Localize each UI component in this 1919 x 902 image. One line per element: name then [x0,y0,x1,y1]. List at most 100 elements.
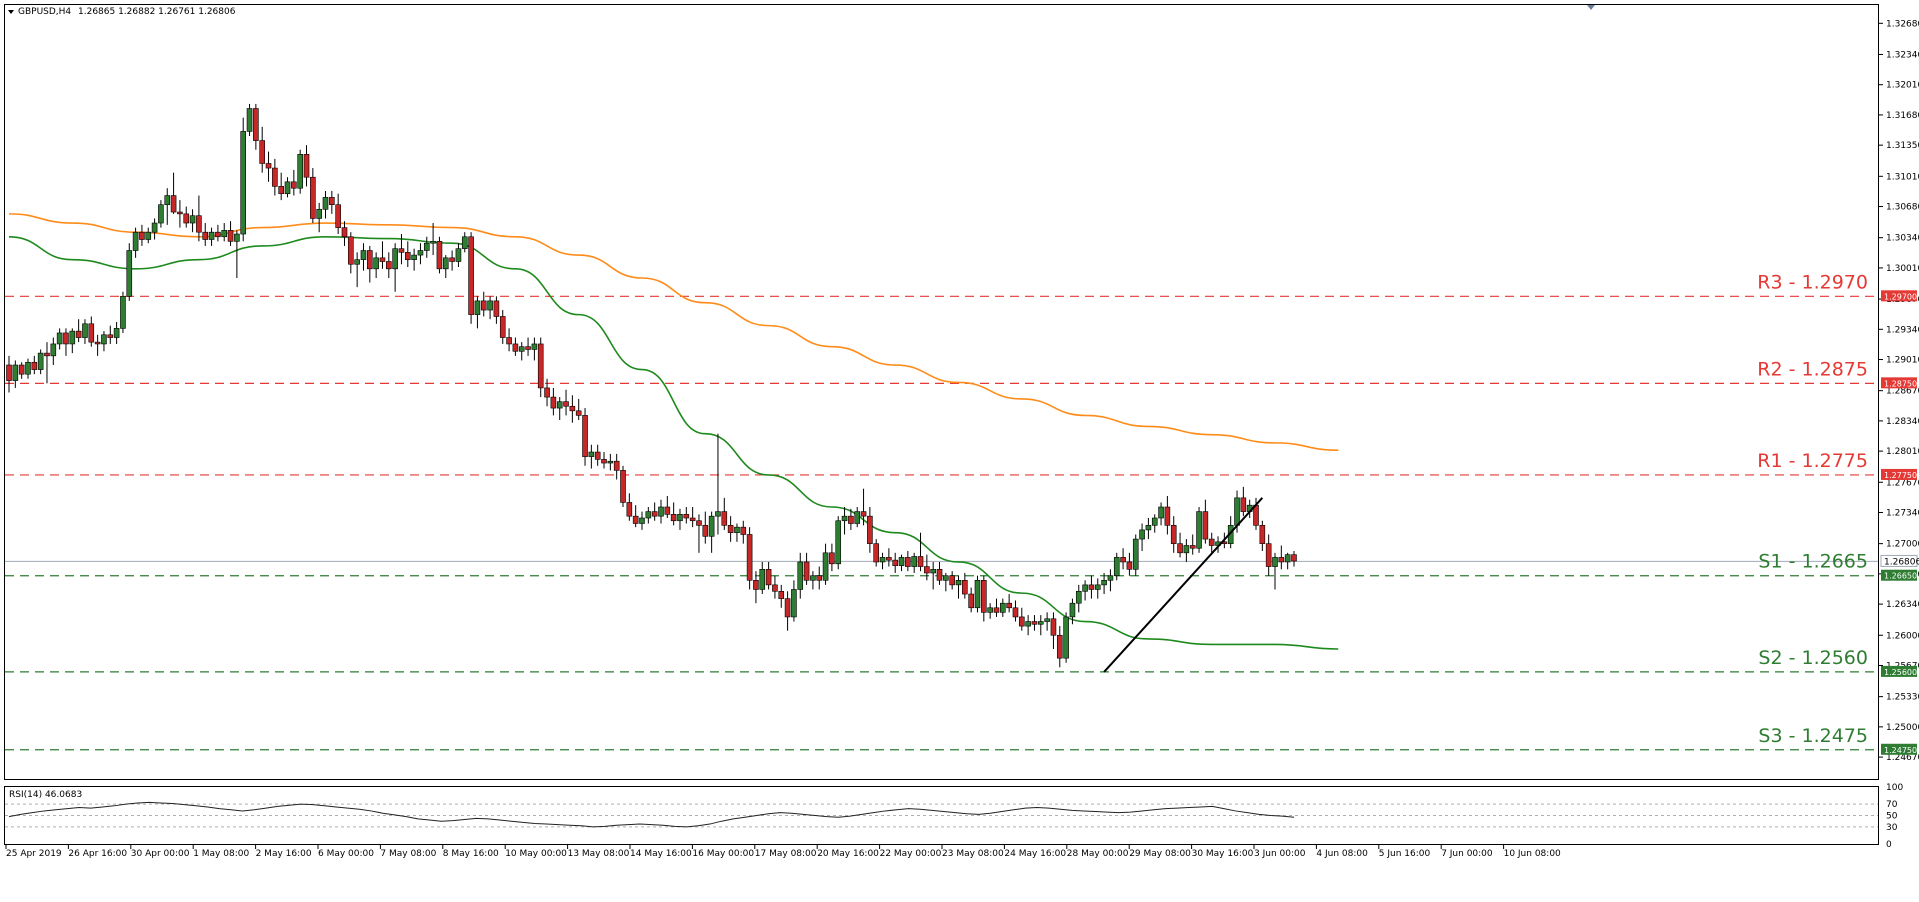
candle-body [1082,584,1088,592]
level-label: S1 - 1.2665 [1758,551,1868,573]
y-tick-label: 1.32010 [1886,81,1919,91]
candle-body [829,552,835,565]
candle [803,552,810,585]
y-tick-label: 1.27000 [1886,540,1919,550]
candle [1094,578,1101,599]
candle-body [164,195,171,206]
collapse-triangle-icon[interactable] [8,10,14,14]
candle-body [512,343,519,352]
candle [1164,496,1171,535]
level-price-tag-text: 1.27750 [1884,471,1917,480]
candle [556,397,563,420]
candle-body [1012,607,1019,618]
candle-body [411,254,417,260]
candle-body [898,557,905,566]
candle-body [354,259,360,265]
candle [835,516,842,570]
level-label: S2 - 1.2560 [1758,647,1868,669]
candle-body [455,248,462,262]
candle [240,117,247,242]
price-tags: 1.29700 1.28750 1.27750 1.26650 1.25600 1.247… [1880,290,1919,755]
candle-body [1151,517,1158,526]
candle [1018,607,1025,631]
trendline[interactable] [1103,497,1264,673]
candle-body [44,352,50,357]
candle-body [151,222,158,233]
candle [1177,532,1183,558]
x-tick-label: 25 Apr 2019 [6,849,62,859]
level-price-tag-text: 1.24750 [1884,746,1917,755]
candle [1101,572,1107,595]
candle-body [480,300,487,311]
candle [1075,584,1082,613]
candle [1139,523,1145,551]
candle [613,453,620,480]
candle [829,543,835,572]
y-tick-label: 1.30010 [1886,264,1919,274]
candle-body [626,502,633,517]
candle [1025,615,1031,636]
candle-body [291,181,297,189]
candle [696,514,702,553]
x-tick-label: 14 May 16:00 [630,849,692,859]
candle [246,103,253,136]
candle [651,502,658,521]
candle-body [177,211,183,215]
candle-body [259,140,266,164]
candle [531,337,538,361]
candle-body [696,520,702,526]
candle [449,250,455,271]
x-tick-label: 30 Apr 00:00 [131,849,190,859]
candle [974,575,981,613]
chart-shift-marker-icon[interactable] [1587,5,1595,10]
candle-body [1094,584,1101,590]
candle-body [1278,557,1285,563]
candle [25,358,31,379]
candle-body [1063,616,1069,659]
candle [234,230,240,278]
candle [278,172,284,201]
candle-body [930,569,936,574]
candle [1044,612,1050,631]
candle-body [322,197,329,210]
candle-body [873,543,880,563]
candle-body [398,248,405,253]
candle [417,243,424,265]
candle [227,221,234,246]
candle [259,126,266,173]
candle [164,188,171,225]
y-tick-label: 1.32340 [1886,50,1919,60]
x-tick-label: 13 May 08:00 [568,849,630,859]
candle-body [677,514,683,522]
candle-body [746,534,753,581]
level-price-tag [1881,569,1917,581]
candle-body [841,515,848,522]
candle [392,243,398,292]
candle-body [968,593,974,609]
candle-body [556,401,563,409]
candle-body [943,575,949,581]
y-tick-label: 1.28340 [1886,417,1919,427]
candle-body [265,163,272,169]
candle [943,572,949,592]
candle-body [101,334,107,345]
candle-body [727,525,734,533]
candle [765,561,772,590]
candle [537,337,544,398]
candle [778,584,785,608]
candle-body [594,451,601,460]
candle-body [613,460,620,471]
candle [1145,518,1152,540]
candle [1000,598,1006,617]
candle-body [449,257,455,262]
rsi-tick-label: 100 [1886,783,1903,793]
candle-body [651,511,658,517]
candle-body [487,300,493,311]
candle-body [335,204,341,228]
candle [461,232,468,253]
time-axis: 25 Apr 2019 26 Apr 16:00 30 Apr 00:00 1 May… [5,845,1561,859]
candle [189,209,196,233]
x-tick-label: 26 Apr 16:00 [68,849,127,859]
candle [44,342,50,384]
